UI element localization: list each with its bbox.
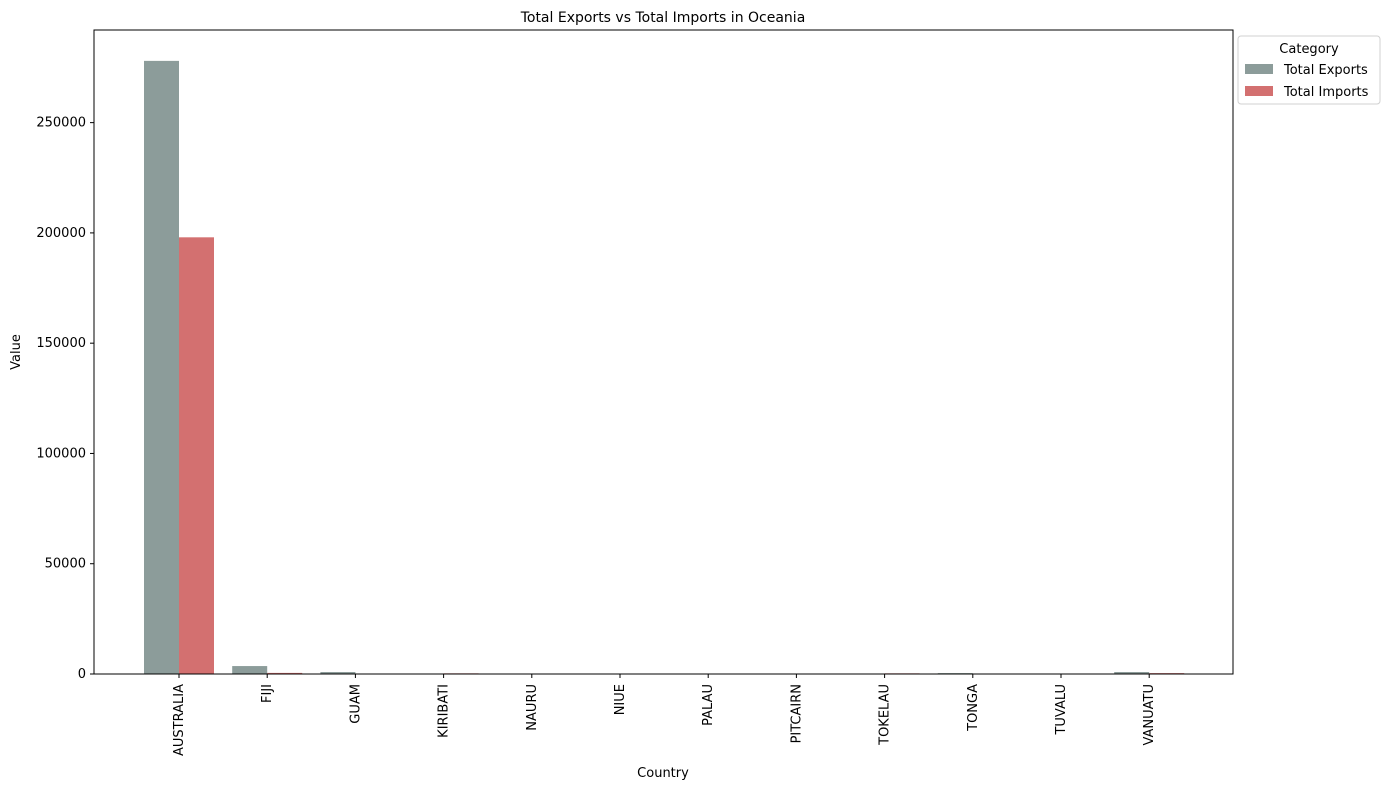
chart-title: Total Exports vs Total Imports in Oceani… [520,10,806,26]
legend: Category Total Exports Total Imports [1237,35,1381,105]
x-tick-label: AUSTRALIA [172,684,187,756]
x-tick-label: TOKELAU [878,684,893,746]
x-tick-label: NAURU [525,684,540,731]
x-tick-label: GUAM [348,684,363,724]
plot-frame [93,29,1234,675]
x-tick-label: FIJI [260,684,275,703]
bar-total-imports-fiji [267,672,303,674]
bar-total-imports-australia [179,237,214,674]
x-tick-label: TONGA [966,684,981,732]
y-tick-label: 50000 [45,557,86,572]
x-tick-label: VANUATU [1142,684,1157,746]
legend-frame [1237,35,1381,105]
legend-label-total-imports: Total Imports [1283,85,1369,100]
bar-total-exports-australia [144,60,179,675]
y-axis-label: Value [9,334,24,370]
y-axis: 0 50000 100000 150000 200000 250000 [36,116,94,682]
x-tick-label: NIUE [613,684,628,715]
x-tick-label: KIRIBATI [437,684,452,738]
legend-swatch-total-imports [1245,86,1273,96]
bar-total-exports-guam [320,672,356,674]
x-tick-label: PALAU [701,684,716,726]
y-tick-label: 0 [78,667,86,682]
bar-total-exports-fiji [232,666,268,674]
x-axis-label: Country [637,766,689,781]
y-tick-label: 150000 [36,336,86,351]
legend-title: Category [1279,42,1339,57]
x-tick-label: TUVALU [1054,684,1069,736]
bar-total-exports-vanuatu [1114,672,1150,674]
legend-label-total-exports: Total Exports [1283,63,1368,78]
x-tick-label: PITCAIRN [789,684,804,743]
x-axis: AUSTRALIA FIJI GUAM KIRIBATI NAURU NIUE PALAU P… [172,674,1157,756]
y-tick-label: 100000 [36,446,86,461]
y-tick-label: 250000 [36,116,86,131]
bars [144,60,1185,675]
legend-swatch-total-exports [1245,64,1273,74]
y-tick-label: 200000 [36,226,86,241]
